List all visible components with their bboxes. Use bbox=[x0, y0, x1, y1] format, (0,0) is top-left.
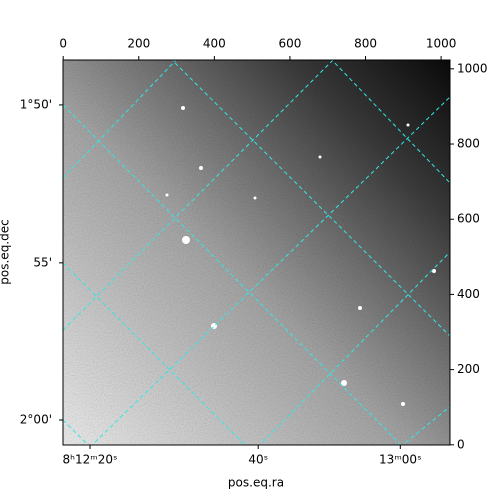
y-tick-label: 200 bbox=[457, 362, 480, 376]
x-tick-label: 1000 bbox=[426, 37, 457, 51]
x-tick-label: 0 bbox=[59, 37, 67, 51]
y-tick-label: 600 bbox=[457, 212, 480, 226]
dec-tick-label: 1°50' bbox=[20, 97, 52, 111]
x-tick-label: 200 bbox=[127, 37, 150, 51]
y-tick-label: 400 bbox=[457, 287, 480, 301]
plot-frame bbox=[62, 59, 451, 446]
dec-tick-label: 2°00' bbox=[20, 412, 52, 426]
y-tick-label: 800 bbox=[457, 137, 480, 151]
coordinate-grid bbox=[63, 60, 450, 445]
x-tick-label: 400 bbox=[203, 37, 226, 51]
ra-tick-label: 13ᵐ00ˢ bbox=[379, 453, 422, 467]
x-axis-label: pos.eq.ra bbox=[228, 476, 284, 490]
y-tick-label: 0 bbox=[457, 437, 465, 451]
ra-tick-label: 40ˢ bbox=[248, 453, 268, 467]
x-tick-label: 600 bbox=[278, 37, 301, 51]
image bbox=[63, 60, 450, 445]
y-tick-label: 1000 bbox=[457, 61, 488, 75]
dec-tick-label: 55' bbox=[33, 255, 52, 269]
x-tick-label: 800 bbox=[354, 37, 377, 51]
y-axis-label: pos.eq.dec bbox=[0, 219, 12, 284]
ra-tick-label: 8ʰ12ᵐ20ˢ bbox=[63, 453, 118, 467]
